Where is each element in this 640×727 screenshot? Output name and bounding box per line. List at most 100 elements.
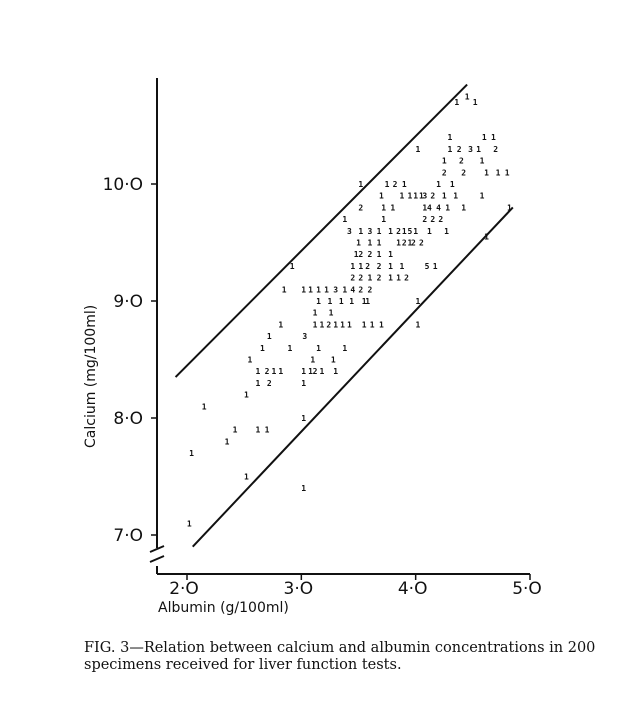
data-point: 1 bbox=[370, 320, 375, 329]
data-point: 1 bbox=[413, 192, 418, 201]
data-point: 2 bbox=[396, 227, 401, 236]
data-point: 4 bbox=[436, 203, 441, 212]
data-point: 1 bbox=[225, 437, 230, 446]
data-point: 1 bbox=[388, 274, 393, 283]
data-point: 1 bbox=[400, 192, 405, 201]
caption-text: —Relation between calcium and albumin co… bbox=[84, 640, 596, 673]
data-point: 3 bbox=[302, 332, 307, 341]
figure-label: FIG. 3 bbox=[84, 640, 130, 656]
data-point: 1 bbox=[365, 297, 370, 306]
data-point: 2 bbox=[368, 285, 373, 294]
data-point: 1 bbox=[324, 285, 329, 294]
data-point: 1 bbox=[442, 192, 447, 201]
figure-caption: FIG. 3—Relation between calcium and albu… bbox=[84, 640, 604, 674]
data-point: 2 bbox=[442, 168, 447, 177]
data-point: 1 bbox=[319, 367, 324, 376]
data-point: 1 bbox=[362, 320, 367, 329]
data-point: 1 bbox=[301, 367, 306, 376]
data-point: 2 bbox=[411, 239, 416, 248]
data-point: 1 bbox=[436, 180, 441, 189]
data-point: 1 bbox=[202, 402, 207, 411]
data-point: 1 bbox=[442, 157, 447, 166]
data-point: 1 bbox=[331, 356, 336, 365]
data-point: 1 bbox=[454, 98, 459, 107]
data-point: 1 bbox=[408, 239, 413, 248]
data-point: 1 bbox=[260, 344, 265, 353]
data-point: 3 bbox=[333, 285, 338, 294]
y-tick-label: 7·O bbox=[113, 526, 143, 546]
data-point: 1 bbox=[377, 239, 382, 248]
data-point: 2 bbox=[326, 320, 331, 329]
data-point: 2 bbox=[422, 215, 427, 224]
data-point: 1 bbox=[265, 426, 270, 435]
data-point: 2 bbox=[368, 250, 373, 259]
y-axis-label: Calcium (mg/100ml) bbox=[83, 305, 99, 448]
data-point: 1 bbox=[350, 262, 355, 271]
data-point: 1 bbox=[461, 203, 466, 212]
data-point: 1 bbox=[448, 145, 453, 154]
data-point: 2 bbox=[438, 215, 443, 224]
data-point: 2 bbox=[493, 145, 498, 154]
data-point: 1 bbox=[385, 180, 390, 189]
data-point: 1 bbox=[402, 227, 407, 236]
data-point: 1 bbox=[448, 133, 453, 142]
data-point: 1 bbox=[416, 145, 421, 154]
data-point: 2 bbox=[402, 239, 407, 248]
data-point: 2 bbox=[377, 262, 382, 271]
data-point: 2 bbox=[365, 262, 370, 271]
data-point: 1 bbox=[484, 233, 489, 242]
axis-break-mark bbox=[149, 545, 165, 563]
data-point: 1 bbox=[465, 92, 470, 101]
y-tick-label: 10·O bbox=[103, 175, 143, 195]
reference-lines bbox=[174, 83, 514, 548]
data-point: 1 bbox=[316, 297, 321, 306]
data-point: 1 bbox=[287, 344, 292, 353]
data-point: 1 bbox=[413, 227, 418, 236]
data-point: 1 bbox=[445, 203, 450, 212]
data-point: 1 bbox=[368, 274, 373, 283]
data-point: 1 bbox=[301, 484, 306, 493]
data-point: 1 bbox=[388, 262, 393, 271]
data-point: 1 bbox=[416, 320, 421, 329]
data-point: 1 bbox=[340, 320, 345, 329]
data-point: 2 bbox=[358, 250, 363, 259]
data-point: 1 bbox=[244, 391, 249, 400]
x-tick-label: 5·O bbox=[512, 579, 542, 599]
tick-labels: 7·O 8·O 9·O 10·O 2·O 3·O 4·O 5·O bbox=[103, 175, 542, 599]
data-point: 1 bbox=[396, 274, 401, 283]
data-point: 1 bbox=[453, 192, 458, 201]
lower-bound-line bbox=[191, 206, 514, 548]
data-point: 1 bbox=[301, 414, 306, 423]
data-point: 1 bbox=[484, 168, 489, 177]
data-point: 3 bbox=[368, 227, 373, 236]
data-point: 1 bbox=[379, 320, 384, 329]
data-point: 1 bbox=[402, 180, 407, 189]
data-point: 1 bbox=[339, 297, 344, 306]
data-point: 2 bbox=[358, 285, 363, 294]
data-point: 1 bbox=[282, 285, 287, 294]
data-point: 2 bbox=[430, 192, 435, 201]
data-point: 1 bbox=[189, 449, 194, 458]
data-point: 1 bbox=[329, 309, 334, 318]
data-point: 1 bbox=[491, 133, 496, 142]
data-point: 1 bbox=[433, 262, 438, 271]
data-point: 1 bbox=[358, 227, 363, 236]
data-point: 1 bbox=[356, 239, 361, 248]
data-point: 1 bbox=[388, 227, 393, 236]
data-point: 1 bbox=[247, 356, 252, 365]
data-point: 1 bbox=[308, 285, 313, 294]
data-point: 2 bbox=[404, 274, 409, 283]
data-point: 5 bbox=[408, 227, 413, 236]
data-point: 1 bbox=[187, 519, 192, 528]
data-point: 1 bbox=[354, 250, 359, 259]
data-point: 1 bbox=[244, 473, 249, 482]
data-point: 2 bbox=[459, 157, 464, 166]
x-tick-label: 3·O bbox=[284, 579, 314, 599]
data-point: 4 bbox=[427, 203, 432, 212]
data-point: 1 bbox=[233, 426, 238, 435]
data-point: 1 bbox=[422, 203, 427, 212]
data-point: 1 bbox=[358, 262, 363, 271]
data-point: 1 bbox=[379, 192, 384, 201]
data-point: 1 bbox=[362, 297, 367, 306]
upper-bound-line bbox=[174, 83, 468, 378]
